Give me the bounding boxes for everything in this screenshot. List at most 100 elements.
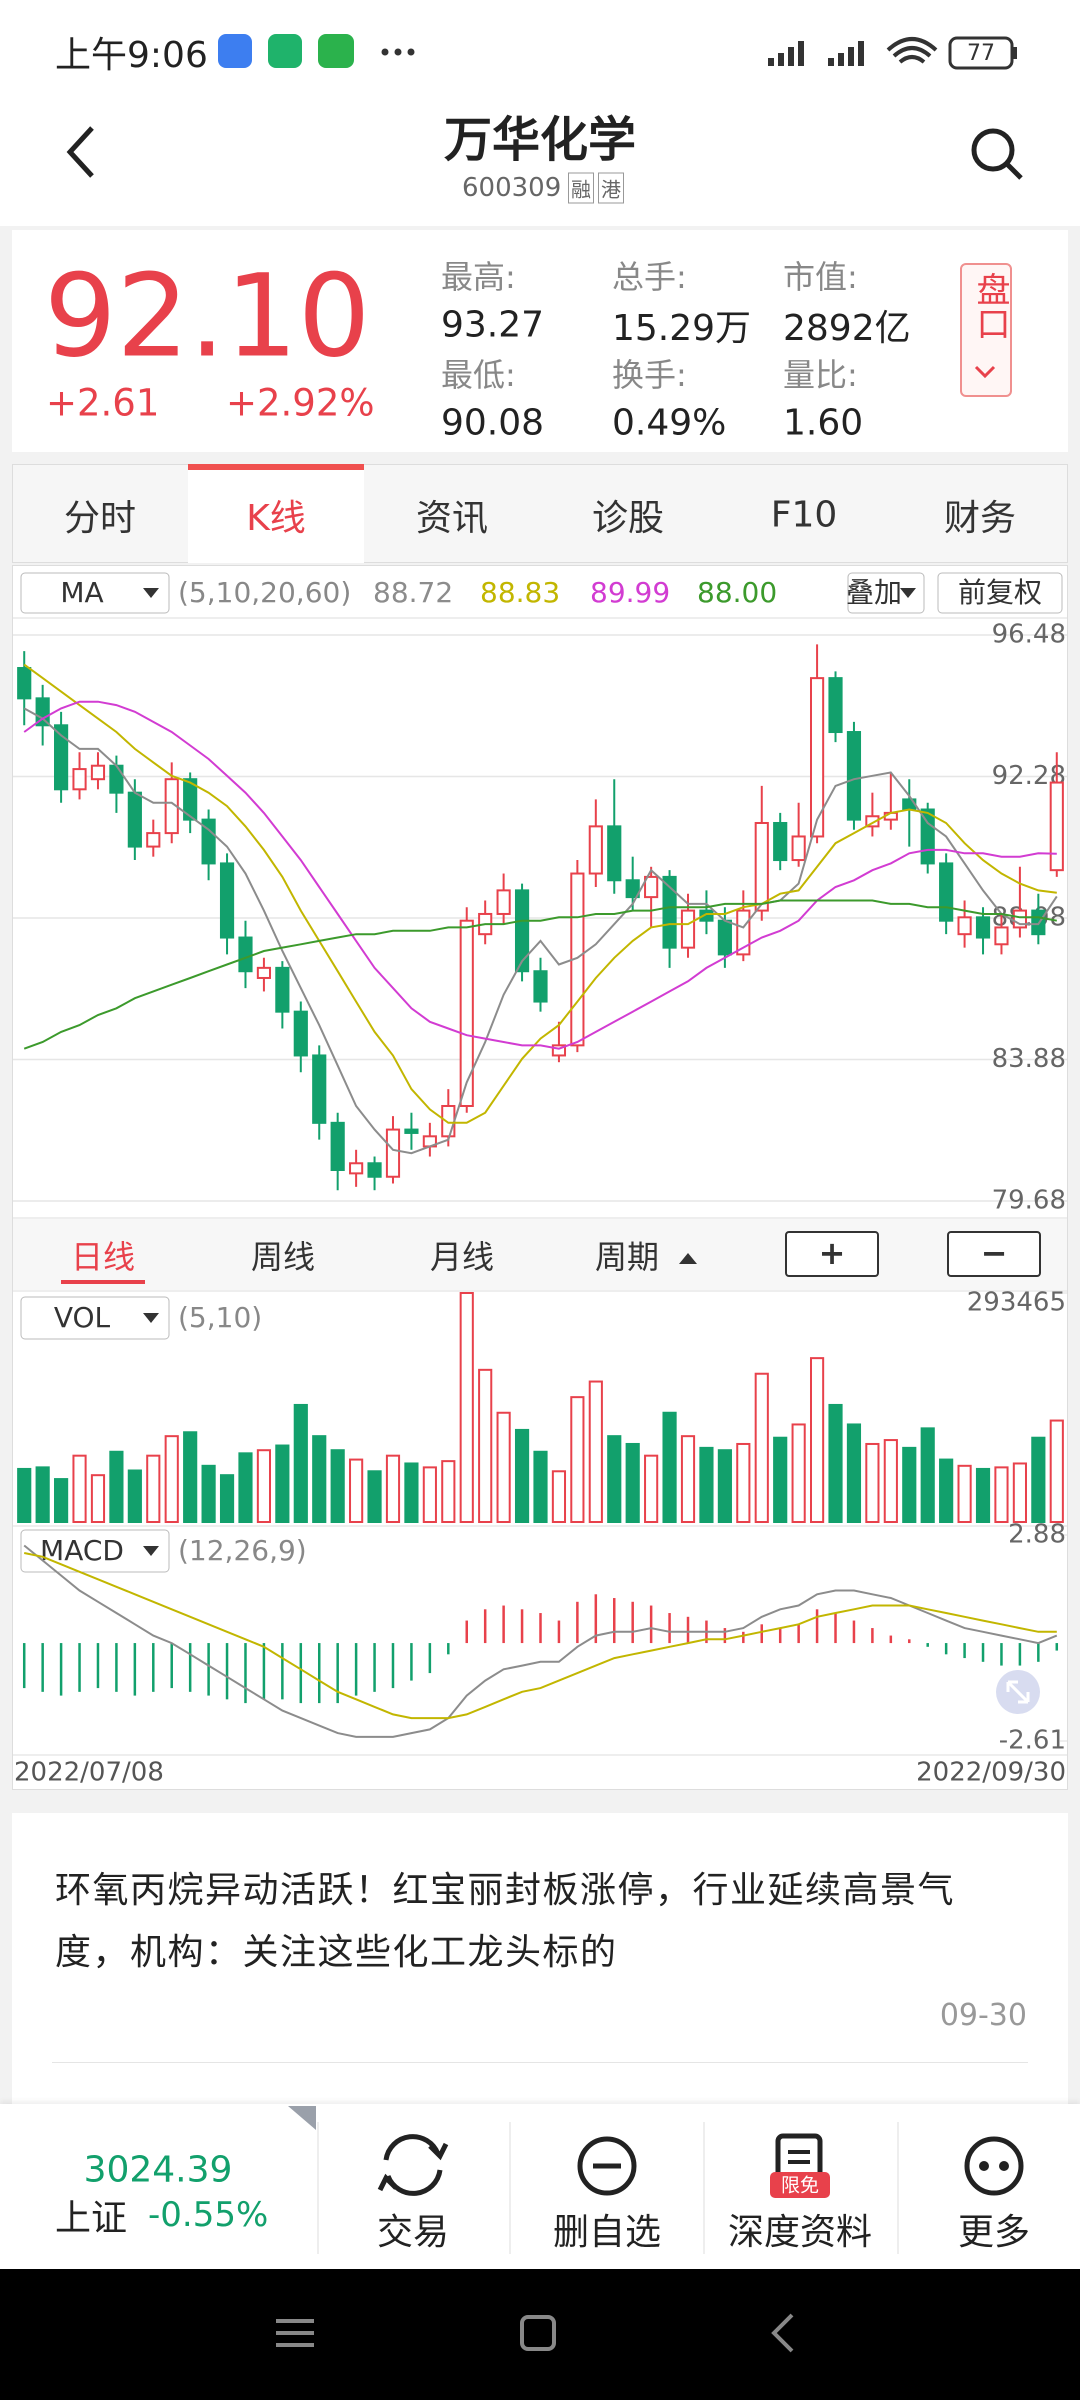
- stat-label: 最高:: [441, 258, 516, 296]
- candle-body: [256, 966, 272, 979]
- back-nav-button[interactable]: [771, 2313, 794, 2353]
- price: 92.10: [44, 249, 371, 383]
- volume-bar: [607, 1435, 622, 1524]
- volume-bar: [736, 1442, 751, 1523]
- volume-bar: [54, 1478, 69, 1524]
- stock-name: 万华化学: [443, 112, 637, 168]
- volume-bar: [312, 1435, 327, 1524]
- period-tab[interactable]: 周线: [250, 1238, 316, 1276]
- volume-bar: [570, 1396, 585, 1524]
- candle-body: [109, 764, 124, 794]
- stat-value: 93.27: [441, 304, 545, 346]
- news-date: 09-30: [939, 1998, 1027, 2033]
- volume-bar: [865, 1442, 880, 1523]
- ma-value: 88.00: [697, 576, 777, 609]
- tab[interactable]: F10: [770, 494, 838, 536]
- home-button[interactable]: [520, 2315, 556, 2351]
- tab[interactable]: K线: [246, 498, 306, 539]
- dropdown-arrow: [143, 1546, 159, 1556]
- period-underline: [61, 1280, 145, 1284]
- action-label[interactable]: 删自选: [552, 2212, 662, 2253]
- indicator-select[interactable]: [20, 572, 170, 614]
- stock-code: 600309: [462, 173, 562, 203]
- header-bg: [0, 0, 1080, 226]
- candle-body: [975, 916, 991, 939]
- candle-body: [551, 1044, 567, 1057]
- volume-bar: [164, 1435, 179, 1524]
- app-icon: [318, 34, 354, 68]
- app-icon: [268, 34, 302, 68]
- action-label[interactable]: 交易: [376, 2212, 450, 2253]
- volume-bar: [754, 1372, 769, 1524]
- action-label[interactable]: 更多: [957, 2212, 1031, 2253]
- candle-body: [54, 724, 69, 791]
- volume-bar: [1012, 1462, 1027, 1523]
- y-tick-label: 79.68: [992, 1186, 1066, 1216]
- status-time: 上午9:06: [55, 35, 208, 76]
- news-title[interactable]: 环氧丙烷异动活跃！红宝丽封板涨停，行业延续高景气度，机构：关注这些化工龙头标的: [55, 1870, 956, 1973]
- ma-value: 88.83: [480, 576, 560, 609]
- candle-body: [754, 821, 769, 912]
- volume-bar: [994, 1466, 1009, 1524]
- stat-label: 市值:: [783, 258, 858, 296]
- dropdown-arrow: [143, 1313, 159, 1323]
- candle-body: [146, 832, 161, 848]
- end-date: 2022/09/30: [916, 1758, 1066, 1788]
- period-tab[interactable]: 月线: [429, 1238, 495, 1276]
- candle-body: [312, 1054, 327, 1124]
- news-card[interactable]: [12, 1813, 1068, 2113]
- stat-label: 量比:: [783, 356, 858, 394]
- macd-select[interactable]: [20, 1529, 170, 1573]
- tab[interactable]: 财务: [943, 498, 1017, 539]
- y-tick-label: 96.48: [992, 620, 1066, 650]
- overlay-select[interactable]: [847, 572, 925, 614]
- period-arrow: [679, 1253, 697, 1264]
- search-button[interactable]: [971, 128, 1015, 172]
- volume-bar: [349, 1458, 364, 1524]
- candle-body: [736, 909, 751, 956]
- candle-body: [367, 1162, 382, 1178]
- vol-select[interactable]: [20, 1296, 170, 1340]
- period-tab[interactable]: 周期: [594, 1238, 660, 1276]
- indicator-name: MA: [60, 576, 103, 609]
- period-bar: [13, 1219, 1067, 1290]
- menu-button[interactable]: [276, 2319, 314, 2347]
- volume-bar: [846, 1423, 862, 1523]
- volume-bar: [183, 1431, 198, 1523]
- y-tick-label: -2.61: [999, 1726, 1066, 1756]
- tab[interactable]: 诊股: [591, 498, 665, 539]
- volume-bar: [256, 1449, 272, 1523]
- dropdown-arrow: [900, 588, 916, 598]
- corner-mark: [288, 2106, 316, 2130]
- header-icons: 77: [66, 34, 1023, 180]
- more-dot: [999, 2161, 1009, 2171]
- back-button[interactable]: [66, 126, 94, 178]
- action-label[interactable]: 深度资料: [727, 2212, 873, 2253]
- battery-tip: [1013, 47, 1017, 59]
- volume-bar: [920, 1427, 935, 1524]
- overlay-label: 叠加: [846, 576, 902, 609]
- candle-body: [588, 825, 603, 875]
- ma-value: 88.72: [373, 576, 453, 609]
- candle-body: [404, 1128, 419, 1134]
- macd-label: MACD: [40, 1534, 124, 1567]
- ma-line: [23, 700, 1057, 1050]
- zoom-in-button[interactable]: [785, 1231, 879, 1277]
- volume-bar: [201, 1464, 216, 1524]
- zoom-out-button[interactable]: [947, 1231, 1041, 1277]
- tab[interactable]: 分时: [63, 498, 137, 539]
- order-book-label: 盘口: [970, 272, 1010, 340]
- adjust-button[interactable]: [937, 572, 1063, 614]
- volume-bar: [828, 1403, 843, 1524]
- candle-body: [219, 862, 235, 939]
- candle-body: [865, 815, 880, 828]
- period-tab[interactable]: 日线: [70, 1238, 136, 1276]
- volume-bar: [644, 1454, 659, 1524]
- ma-line: [23, 707, 1058, 1155]
- y-tick-label: 83.88: [992, 1044, 1066, 1074]
- volume-bar: [939, 1458, 954, 1524]
- tab[interactable]: 资讯: [415, 498, 489, 539]
- volume-bar: [238, 1452, 253, 1523]
- volume-bar: [883, 1439, 898, 1523]
- ma-line: [23, 663, 1057, 1124]
